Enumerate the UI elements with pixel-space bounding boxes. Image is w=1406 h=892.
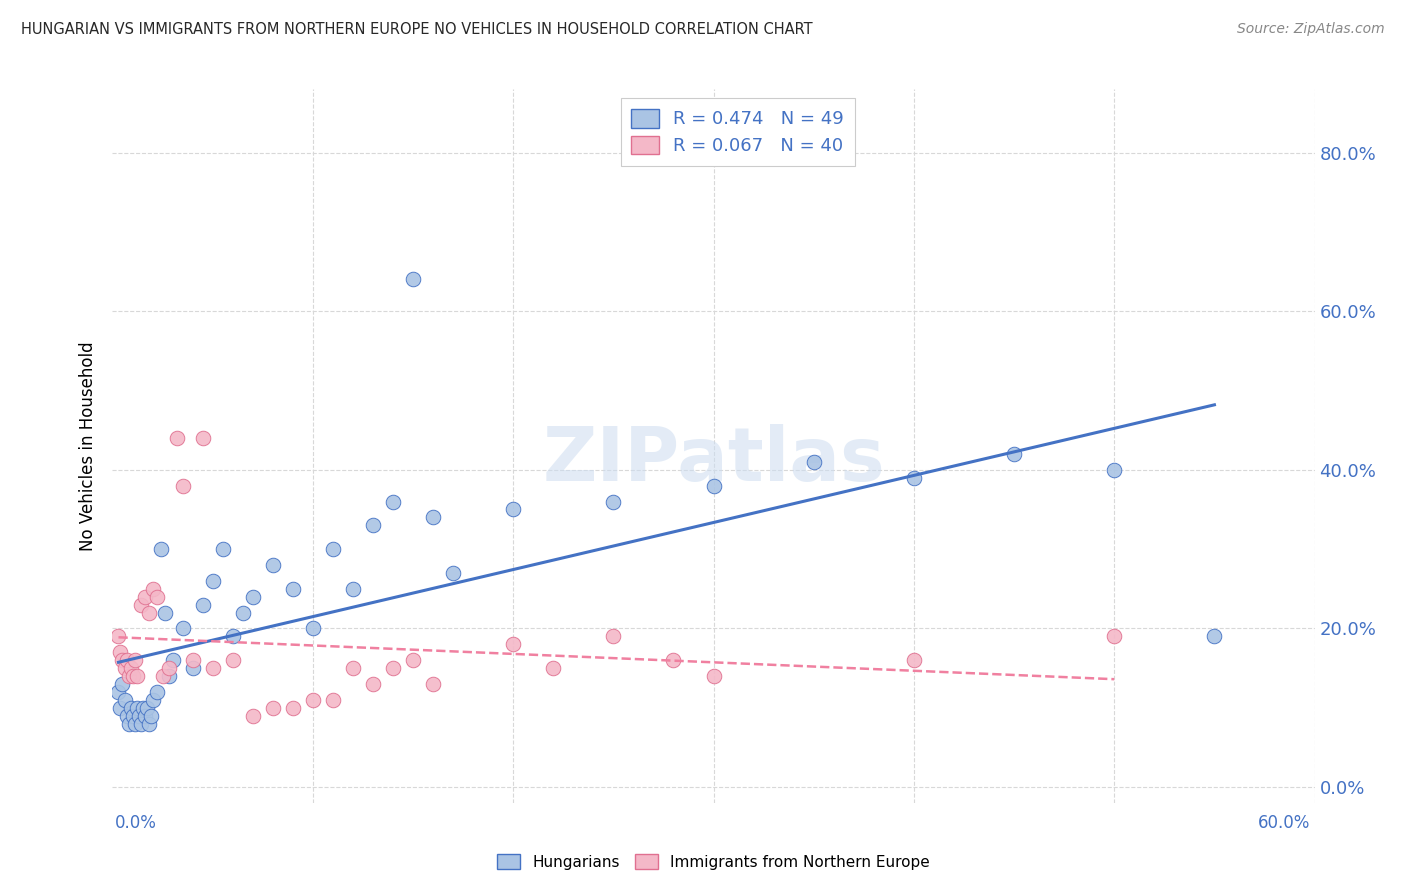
Point (903, 471, 925, 485)
Point (281, 582, 304, 596)
Text: HUNGARIAN VS IMMIGRANTS FROM NORTHERN EUROPE NO VEHICLES IN HOUSEHOLD CORRELATIO: HUNGARIAN VS IMMIGRANTS FROM NORTHERN EU… (21, 22, 813, 37)
Y-axis label: No Vehicles in Household: No Vehicles in Household (79, 341, 97, 551)
Text: 60.0%: 60.0% (1258, 814, 1310, 831)
Point (172, 621, 194, 635)
Point (302, 621, 325, 635)
Point (124, 716, 146, 731)
Point (129, 716, 152, 731)
Point (502, 502, 524, 516)
Point (114, 661, 136, 675)
Point (138, 716, 160, 731)
Point (441, 566, 464, 580)
Legend: Hungarians, Immigrants from Northern Europe: Hungarians, Immigrants from Northern Eur… (489, 846, 938, 877)
Point (157, 661, 180, 675)
Point (322, 692, 344, 706)
Point (322, 542, 344, 557)
Point (191, 431, 214, 445)
Point (302, 692, 325, 706)
Point (602, 629, 624, 643)
Point (121, 669, 143, 683)
Point (1204, 629, 1226, 643)
Point (129, 598, 152, 612)
Point (162, 653, 184, 667)
Point (402, 653, 425, 667)
Point (134, 590, 156, 604)
Point (262, 700, 284, 714)
Text: ZIPatlas: ZIPatlas (543, 424, 884, 497)
Point (191, 598, 214, 612)
Point (145, 685, 167, 699)
Point (124, 653, 146, 667)
Point (361, 677, 384, 691)
Point (201, 661, 224, 675)
Point (131, 700, 153, 714)
Point (342, 661, 364, 675)
Point (232, 606, 254, 620)
Point (134, 708, 156, 723)
Point (281, 700, 304, 714)
Point (382, 494, 405, 508)
Point (903, 653, 925, 667)
Point (222, 629, 245, 643)
Point (152, 669, 174, 683)
Point (662, 653, 685, 667)
Point (201, 574, 224, 588)
Point (141, 582, 163, 596)
Point (115, 653, 138, 667)
Point (382, 661, 405, 675)
Point (138, 606, 160, 620)
Point (502, 637, 524, 651)
Point (262, 558, 284, 572)
Point (211, 542, 233, 557)
Point (120, 700, 142, 714)
Point (157, 669, 180, 683)
Point (1002, 447, 1025, 461)
Point (166, 431, 188, 445)
Point (361, 518, 384, 533)
Point (135, 700, 157, 714)
Point (107, 629, 129, 643)
Point (139, 708, 162, 723)
Point (115, 708, 138, 723)
Point (125, 669, 148, 683)
Point (702, 478, 725, 492)
Point (111, 653, 134, 667)
Point (172, 478, 194, 492)
Point (117, 669, 139, 683)
Point (803, 455, 825, 469)
Text: Source: ZipAtlas.com: Source: ZipAtlas.com (1237, 22, 1385, 37)
Point (153, 606, 176, 620)
Point (181, 653, 204, 667)
Point (117, 716, 139, 731)
Point (114, 692, 136, 706)
Point (222, 653, 245, 667)
Point (121, 708, 143, 723)
Point (1102, 463, 1125, 477)
Point (602, 494, 624, 508)
Point (242, 590, 264, 604)
Point (342, 582, 364, 596)
Point (125, 700, 148, 714)
Point (543, 661, 565, 675)
Point (120, 661, 142, 675)
Point (111, 677, 134, 691)
Point (422, 677, 444, 691)
Point (110, 700, 132, 714)
Point (107, 685, 129, 699)
Text: 0.0%: 0.0% (115, 814, 157, 831)
Point (149, 542, 172, 557)
Point (128, 708, 150, 723)
Point (110, 645, 132, 659)
Point (702, 669, 725, 683)
Point (402, 272, 425, 286)
Point (181, 661, 204, 675)
Point (242, 708, 264, 723)
Point (145, 590, 167, 604)
Point (1102, 629, 1125, 643)
Point (422, 510, 444, 524)
Point (141, 692, 163, 706)
